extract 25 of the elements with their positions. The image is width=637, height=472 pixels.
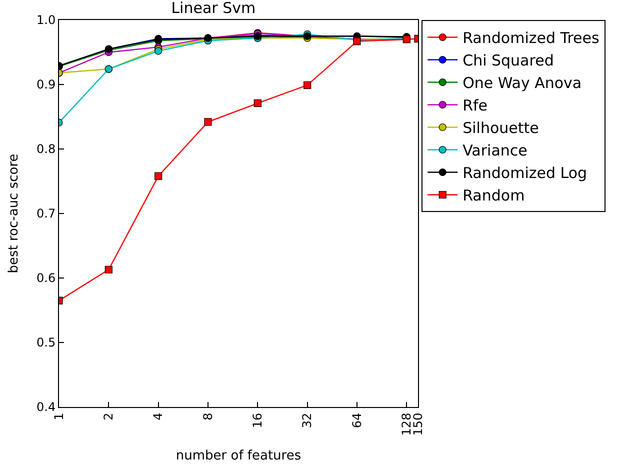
legend-label: Randomized Log [462, 164, 588, 182]
y-tick-label: 0.8 [36, 142, 56, 156]
y-tick-label: 0.7 [36, 206, 56, 221]
x-tick-label: 4 [151, 412, 166, 420]
y-tick-label: 0.9 [36, 78, 56, 92]
chart-title: Linear Svm [171, 0, 256, 17]
legend-label: Chi Squared [462, 52, 554, 70]
y-tick-label: 0.6 [36, 271, 56, 286]
x-tick-label: 8 [200, 412, 215, 420]
x-tick-label: 32 [300, 412, 314, 428]
legend-label: Variance [462, 142, 528, 160]
legend-label: Rfe [462, 96, 488, 115]
x-axis-title: number of features [176, 448, 302, 464]
y-tick-label: 1.0 [36, 13, 56, 28]
y-tick-label: 0.4 [36, 400, 56, 414]
legend-label: Random [462, 186, 525, 205]
legend-label: Silhouette [462, 119, 539, 138]
x-tick-label: 16 [250, 412, 265, 428]
y-axis-title: best roc-auc score [6, 154, 22, 274]
x-tick-label: 64 [350, 412, 364, 428]
x-tick-label: 1 [52, 412, 66, 420]
legend-label: One Way Anova [462, 74, 582, 92]
y-tick-label: 0.5 [36, 336, 56, 350]
legend-label: Randomized Trees [462, 29, 600, 48]
x-tick-label: 2 [102, 412, 116, 420]
